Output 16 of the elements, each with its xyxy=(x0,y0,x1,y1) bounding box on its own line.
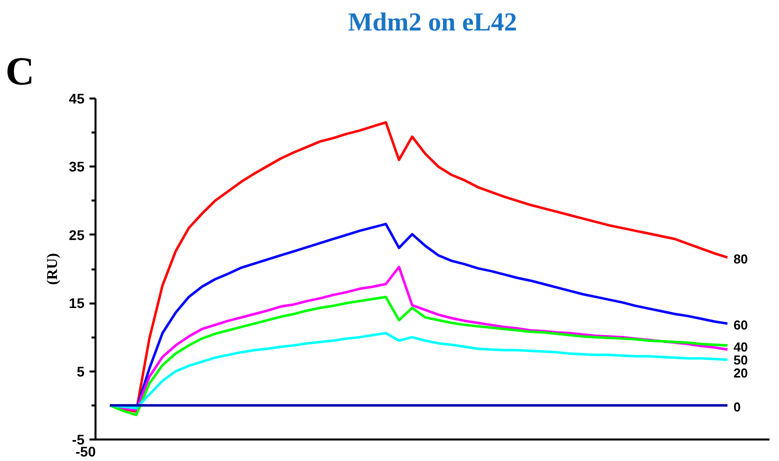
y-tick-label: 15 xyxy=(68,295,85,312)
y-tick-label: 45 xyxy=(68,90,85,106)
line-series xyxy=(108,296,729,416)
text: C xyxy=(6,48,34,94)
series-label: 0 xyxy=(733,399,741,414)
series-label: 50 xyxy=(733,352,748,368)
y-axis-title: (RU) xyxy=(44,253,61,285)
y-tick-label: 5 xyxy=(76,363,85,380)
series-label: 20 xyxy=(733,365,748,380)
series-label: 80 xyxy=(733,251,748,266)
line-series xyxy=(108,332,729,410)
y-tick-label: 35 xyxy=(68,158,85,175)
y-tick-label: 25 xyxy=(68,226,85,243)
series-label: 60 xyxy=(733,318,748,333)
series-label: 40 xyxy=(733,339,748,354)
chart-title: Mdm2 on eL42 xyxy=(348,8,517,36)
